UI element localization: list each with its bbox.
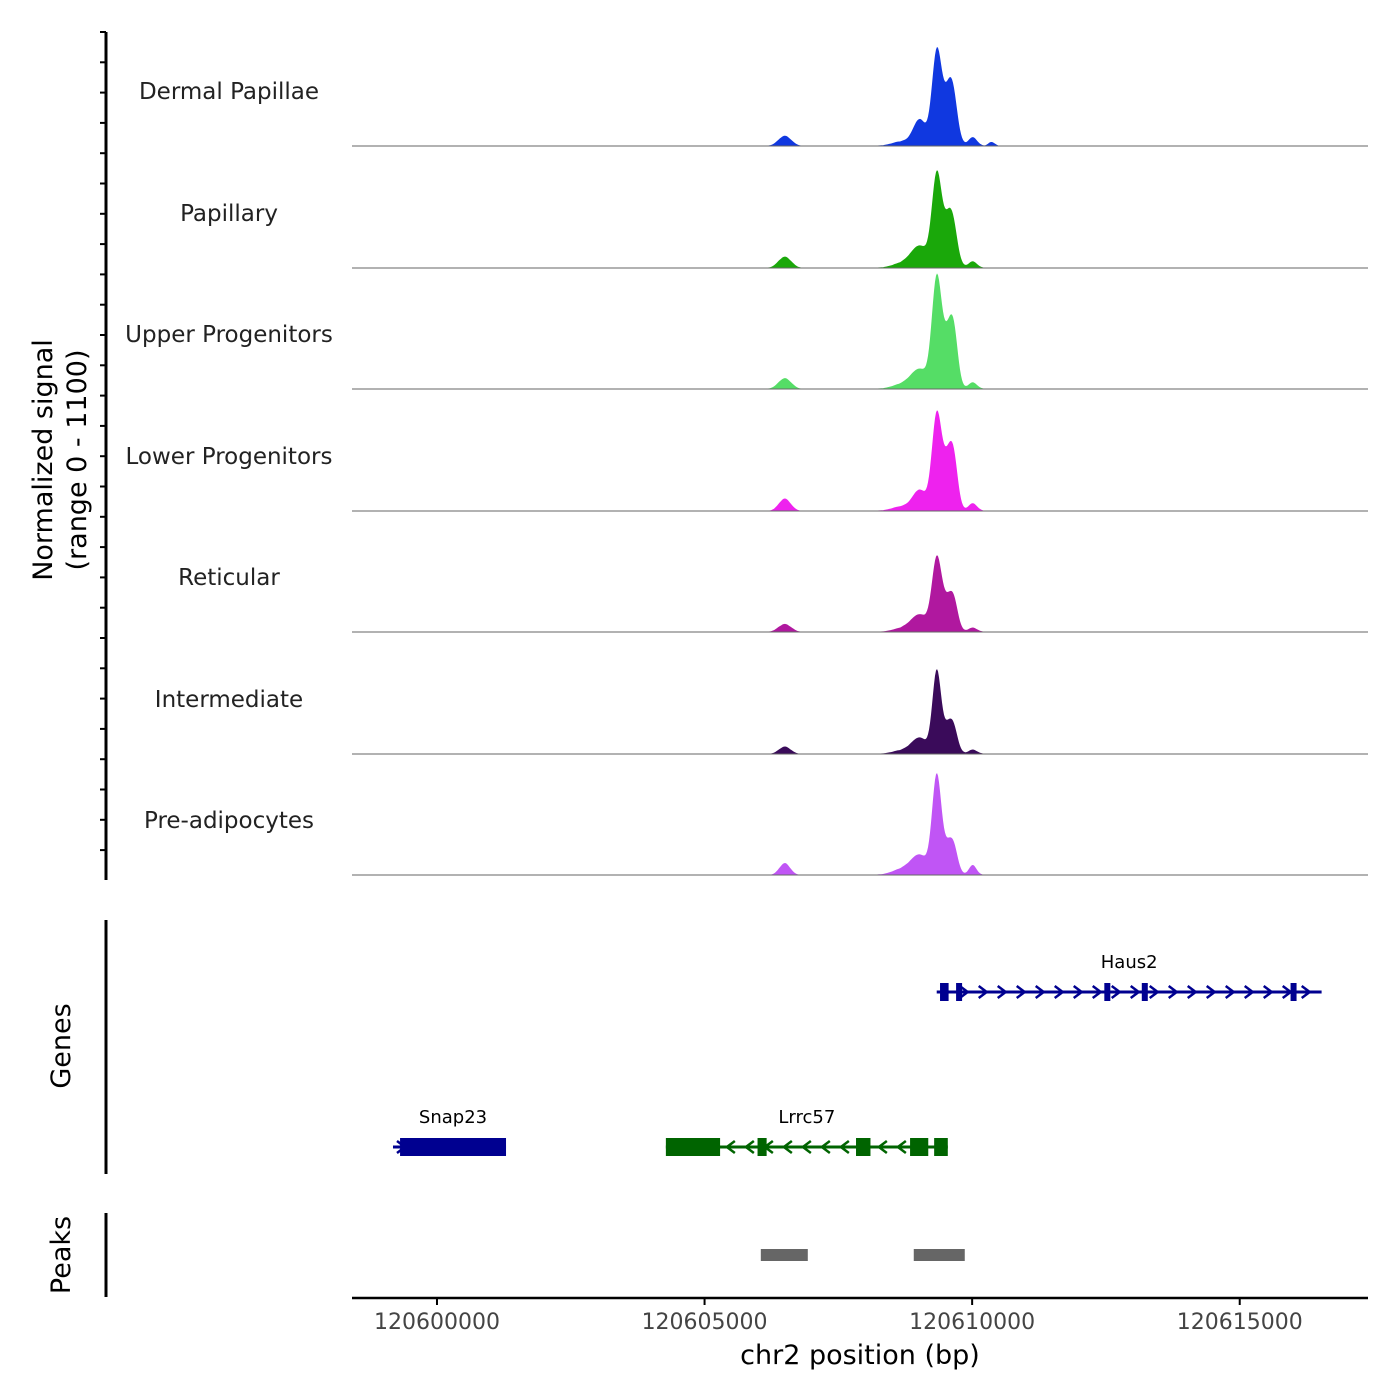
gene-label: Lrrc57: [778, 1107, 835, 1128]
gene-exon: [400, 1138, 507, 1156]
y-axis-label: Normalized signal: [28, 339, 59, 581]
peaks-axis-label: Peaks: [46, 1216, 77, 1294]
strand-arrow-icon: [1129, 985, 1141, 999]
strand-arrow-icon: [1205, 985, 1217, 999]
track-label: Dermal Papillae: [139, 79, 319, 105]
gene-exon: [940, 983, 949, 1001]
strand-arrow-icon: [1243, 985, 1255, 999]
gene-exon: [1104, 983, 1111, 1001]
strand-arrow-icon: [1148, 985, 1160, 999]
track-label: Reticular: [178, 565, 280, 591]
strand-arrow-icon: [1262, 985, 1274, 999]
gene-exon: [856, 1138, 871, 1156]
y-axis-range-label: (range 0 - 1100): [62, 350, 93, 571]
gene-exon: [956, 983, 963, 1001]
signal-area-pre-adipocytes: [352, 773, 1368, 875]
strand-arrow-icon: [838, 1140, 850, 1154]
x-tick-label: 120615000: [1177, 1310, 1303, 1335]
gene-label: Snap23: [419, 1107, 487, 1128]
strand-arrow-icon: [1300, 985, 1312, 999]
strand-arrow-icon: [1110, 985, 1122, 999]
strand-arrow-icon: [819, 1140, 831, 1154]
gene-label: Haus2: [1101, 952, 1158, 973]
strand-arrow-icon: [977, 985, 989, 999]
signal-area-dermal-papillae: [352, 47, 1368, 146]
gene-exon: [757, 1138, 767, 1156]
strand-arrow-icon: [1224, 985, 1236, 999]
signal-area-reticular: [352, 555, 1368, 632]
strand-arrow-icon: [1015, 985, 1027, 999]
gene-exon: [934, 1138, 948, 1156]
track-label: Papillary: [180, 201, 278, 227]
signal-area-lower-progenitors: [352, 410, 1368, 511]
gene-exon: [665, 1138, 721, 1156]
strand-arrow-icon: [1072, 985, 1084, 999]
strand-arrow-icon: [895, 1140, 907, 1154]
track-label: Pre-adipocytes: [144, 808, 314, 834]
signal-area-intermediate: [352, 669, 1368, 754]
track-label: Intermediate: [155, 687, 303, 713]
strand-arrow-icon: [876, 1140, 888, 1154]
signal-area-upper-progenitors: [352, 273, 1368, 389]
signal-area-papillary: [352, 170, 1368, 268]
track-label: Upper Progenitors: [125, 322, 333, 348]
x-tick-label: 120605000: [642, 1310, 768, 1335]
strand-arrow-icon: [1034, 985, 1046, 999]
strand-arrow-icon: [781, 1140, 793, 1154]
gene-exon: [1290, 983, 1297, 1001]
gene-exon: [910, 1138, 929, 1156]
strand-arrow-icon: [800, 1140, 812, 1154]
x-tick-label: 120610000: [909, 1310, 1035, 1335]
gene-exon: [1141, 983, 1148, 1001]
strand-arrow-icon: [1186, 985, 1198, 999]
x-tick-label: 120600000: [374, 1310, 500, 1335]
strand-arrow-icon: [1167, 985, 1179, 999]
strand-arrow-icon: [724, 1140, 736, 1154]
track-label: Lower Progenitors: [126, 444, 333, 470]
strand-arrow-icon: [996, 984, 1008, 1000]
strand-arrow-icon: [1053, 985, 1065, 999]
genes-axis-label: Genes: [46, 1003, 77, 1088]
peak-region: [760, 1249, 808, 1261]
x-axis-label: chr2 position (bp): [740, 1340, 980, 1371]
strand-arrow-icon: [958, 985, 970, 999]
strand-arrow-icon: [743, 1140, 755, 1154]
peak-region: [913, 1249, 965, 1261]
strand-arrow-icon: [1091, 985, 1103, 999]
